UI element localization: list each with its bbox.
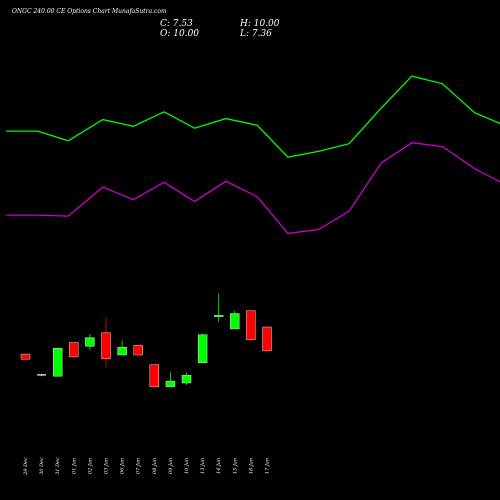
x-tick-label: 15 Jan xyxy=(232,458,238,474)
x-tick-label: 01 Jan xyxy=(71,458,77,474)
candle-body xyxy=(101,332,111,360)
candle xyxy=(53,348,63,377)
candle xyxy=(262,326,272,353)
candle-body xyxy=(246,310,256,340)
candle xyxy=(149,364,160,388)
candle xyxy=(101,317,111,368)
candle xyxy=(165,372,176,388)
candle-body xyxy=(213,315,224,317)
x-tick-label: 31 Dec xyxy=(55,457,61,475)
band-lines xyxy=(6,75,500,235)
x-tick-label: 02 Jan xyxy=(87,458,93,474)
lower-band-line xyxy=(6,142,500,235)
candle-body xyxy=(181,375,192,384)
x-axis-tick-labels: 29 Dec 30 Dec 31 Dec 01 Jan 02 Jan 03 Jan 06 J… xyxy=(23,457,271,476)
x-tick-label: 08 Jan xyxy=(152,458,158,474)
candle-body xyxy=(117,347,127,356)
candle-body xyxy=(69,342,79,358)
candle-body xyxy=(262,326,272,352)
x-tick-label: 09 Jan xyxy=(168,458,174,474)
candle-body xyxy=(37,374,47,376)
candle-body xyxy=(230,313,240,330)
x-tick-label: 03 Jan xyxy=(104,458,110,474)
candle xyxy=(20,353,31,360)
x-tick-label: 16 Jan xyxy=(248,458,254,474)
x-tick-label: 13 Jan xyxy=(200,458,206,474)
open-price-label: O: 10.00 xyxy=(160,29,199,39)
candle xyxy=(181,372,192,385)
x-tick-label: 17 Jan xyxy=(265,458,271,474)
x-tick-label: 06 Jan xyxy=(120,458,126,474)
low-price-label: L: 7.36 xyxy=(239,29,272,39)
candle xyxy=(230,310,240,330)
candle-body xyxy=(133,345,143,356)
candle-body xyxy=(165,380,176,388)
candle-body xyxy=(197,334,208,363)
candle-body xyxy=(53,348,63,377)
high-price-label: H: 10.00 xyxy=(239,19,280,29)
candle xyxy=(69,342,79,358)
chart-title: ONGC 240.00 CE Options Chart MunafaSutra… xyxy=(12,8,167,15)
candle xyxy=(133,345,143,356)
candle xyxy=(197,333,208,363)
x-tick-label: 29 Dec xyxy=(23,457,29,476)
candle-body xyxy=(149,364,160,388)
upper-band-line xyxy=(6,75,500,158)
x-tick-label: 10 Jan xyxy=(184,458,190,474)
candle xyxy=(85,333,95,351)
x-tick-label: 14 Jan xyxy=(216,458,222,474)
candle-body xyxy=(85,337,95,347)
candle xyxy=(117,340,127,356)
candle xyxy=(246,310,256,340)
candlesticks xyxy=(20,293,272,388)
close-price-label: C: 7.53 xyxy=(160,19,193,29)
x-tick-label: 30 Dec xyxy=(39,457,45,475)
candle xyxy=(213,293,224,323)
candle-body xyxy=(20,353,31,360)
x-tick-label: 07 Jan xyxy=(136,458,142,474)
candle xyxy=(37,374,47,377)
